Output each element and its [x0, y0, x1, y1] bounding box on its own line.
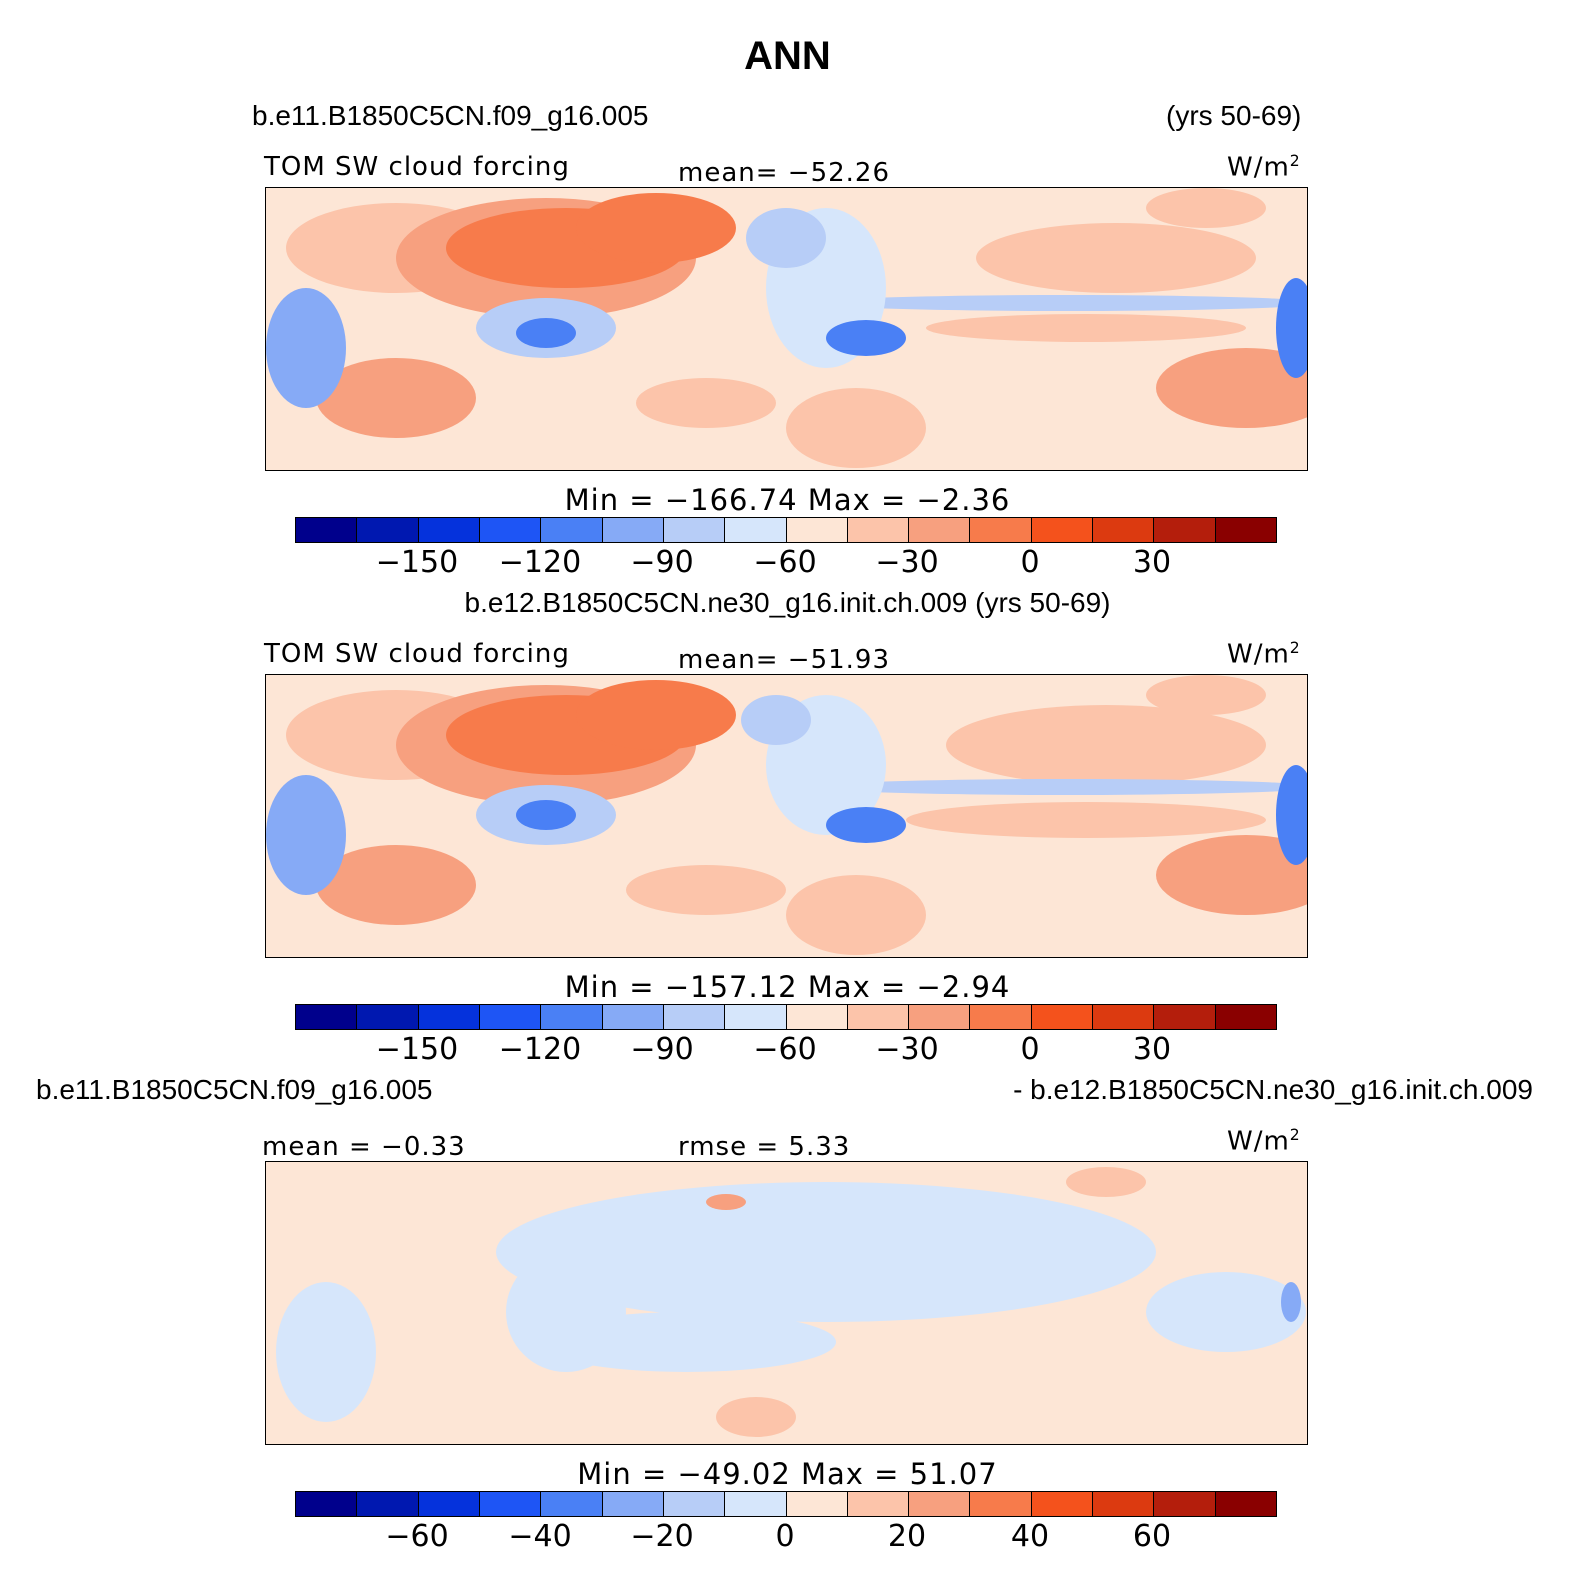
- panel1-colorbar-swatch: [1031, 518, 1094, 542]
- panel2-colorbar-swatch: [479, 1005, 542, 1029]
- panel2-colorbar-swatch: [909, 1005, 971, 1029]
- panel3-rmse-label: rmse = 5.33: [678, 1132, 851, 1162]
- panel2-colorbar-swatch: [296, 1005, 358, 1029]
- panel1-tick: −60: [753, 545, 817, 580]
- panel3-tick: −60: [385, 1519, 449, 1554]
- panel3-units: W/m2: [1227, 1126, 1301, 1157]
- panel2-colorbar-swatch: [970, 1005, 1032, 1029]
- panel1-colorbar-swatch: [725, 518, 787, 542]
- panel3-colorbar-swatch: [479, 1492, 542, 1516]
- panel3-case-right: - b.e12.B1850C5CN.ne30_g16.init.ch.009: [1013, 1074, 1533, 1105]
- panel2-colorbar-swatch: [1093, 1005, 1155, 1029]
- panel2-colorbar-swatch: [847, 1005, 910, 1029]
- panel3-case-left: b.e11.B1850C5CN.f09_g16.005: [36, 1074, 433, 1105]
- panel2-tick: 30: [1132, 1032, 1172, 1067]
- panel1-colorbar: [295, 517, 1277, 543]
- panel3-colorbar-swatch: [663, 1492, 726, 1516]
- panel1-tick: −30: [875, 545, 939, 580]
- panel3-colorbar-swatch: [909, 1492, 971, 1516]
- panel2-map: [265, 674, 1308, 958]
- panel2-units: W/m2: [1227, 639, 1301, 670]
- panel2-colorbar-swatch: [541, 1005, 603, 1029]
- panel3-tick: −20: [630, 1519, 694, 1554]
- panel3-colorbar-swatch: [418, 1492, 480, 1516]
- panel2-colorbar-swatch: [725, 1005, 787, 1029]
- panel2-colorbar-swatch: [663, 1005, 726, 1029]
- panel2-colorbar-swatch: [1154, 1005, 1216, 1029]
- panel3-colorbar-swatch: [970, 1492, 1032, 1516]
- panel2-colorbar-swatch: [357, 1005, 419, 1029]
- panel2-tick: −30: [875, 1032, 939, 1067]
- panel1-map: [265, 187, 1308, 471]
- panel3-colorbar-swatch: [1093, 1492, 1155, 1516]
- panel3-colorbar-swatch: [602, 1492, 664, 1516]
- panel3-colorbar-swatch: [725, 1492, 787, 1516]
- panel1-tick: −150: [375, 545, 459, 580]
- panel1-colorbar-swatch: [296, 518, 358, 542]
- panel3-tick: −40: [508, 1519, 572, 1554]
- panel1-colorbar-swatch: [909, 518, 971, 542]
- panel1-units: W/m2: [1227, 152, 1301, 183]
- panel2-colorbar-swatch: [602, 1005, 664, 1029]
- panel1-field: [266, 188, 1307, 470]
- panel2-colorbar-swatch: [1031, 1005, 1094, 1029]
- panel2-mean-label: mean= −51.93: [678, 645, 891, 675]
- panel1-colorbar-swatch: [847, 518, 910, 542]
- panel1-colorbar-swatch: [663, 518, 726, 542]
- panel1-colorbar-swatch: [1154, 518, 1216, 542]
- panel1-colorbar-swatch: [541, 518, 603, 542]
- panel3-colorbar-swatch: [1215, 1492, 1276, 1516]
- panel1-years: (yrs 50-69): [1166, 100, 1302, 131]
- panel1-colorbar-swatch: [1215, 518, 1276, 542]
- panel3-colorbar-swatch: [847, 1492, 910, 1516]
- panel2-field: [266, 675, 1307, 957]
- panel2-tick: −90: [630, 1032, 694, 1067]
- panel1-colorbar-swatch: [357, 518, 419, 542]
- panel3-tick: 0: [775, 1519, 795, 1554]
- panel2-tick: −60: [753, 1032, 817, 1067]
- panel2-colorbar-swatch: [1215, 1005, 1276, 1029]
- panel2-tick: −120: [498, 1032, 582, 1067]
- panel1-tick: −90: [630, 545, 694, 580]
- panel2-colorbar: [295, 1004, 1277, 1030]
- panel1-tick: 0: [1020, 545, 1040, 580]
- panel1-colorbar-swatch: [602, 518, 664, 542]
- panel3-colorbar: [295, 1491, 1277, 1517]
- panel3-tick: 40: [1010, 1519, 1050, 1554]
- panel3-map: [265, 1161, 1308, 1445]
- panel3-tick: 60: [1132, 1519, 1172, 1554]
- panel1-tick: 30: [1132, 545, 1172, 580]
- panel1-colorbar-swatch: [970, 518, 1032, 542]
- panel2-tick: 0: [1020, 1032, 1040, 1067]
- panel3-colorbar-swatch: [357, 1492, 419, 1516]
- figure-title: ANN: [744, 34, 831, 78]
- panel2-colorbar-swatch: [786, 1005, 848, 1029]
- panel3-mean-label: mean = −0.33: [262, 1132, 466, 1162]
- panel1-colorbar-swatch: [479, 518, 542, 542]
- panel3-colorbar-swatch: [1031, 1492, 1094, 1516]
- panel2-minmax: Min = −157.12 Max = −2.94: [564, 970, 1011, 1004]
- panel1-colorbar-swatch: [418, 518, 480, 542]
- panel2-variable-label: TOM SW cloud forcing: [264, 639, 570, 669]
- panel3-colorbar-swatch: [786, 1492, 848, 1516]
- panel1-colorbar-swatch: [786, 518, 848, 542]
- panel1-mean-label: mean= −52.26: [678, 158, 891, 188]
- panel1-minmax: Min = −166.74 Max = −2.36: [564, 483, 1011, 517]
- panel1-variable-label: TOM SW cloud forcing: [264, 152, 570, 182]
- panel2-tick: −150: [375, 1032, 459, 1067]
- panel3-colorbar-swatch: [1154, 1492, 1216, 1516]
- panel3-tick: 20: [887, 1519, 927, 1554]
- panel2-case-name: b.e12.B1850C5CN.ne30_g16.init.ch.009 (yr…: [464, 587, 1111, 618]
- panel2-colorbar-swatch: [418, 1005, 480, 1029]
- panel1-tick: −120: [498, 545, 582, 580]
- panel3-colorbar-swatch: [541, 1492, 603, 1516]
- panel1-colorbar-swatch: [1093, 518, 1155, 542]
- panel3-field: [266, 1162, 1307, 1444]
- panel3-minmax: Min = −49.02 Max = 51.07: [577, 1457, 998, 1491]
- panel1-case-name: b.e11.B1850C5CN.f09_g16.005: [252, 100, 649, 131]
- panel3-colorbar-swatch: [296, 1492, 358, 1516]
